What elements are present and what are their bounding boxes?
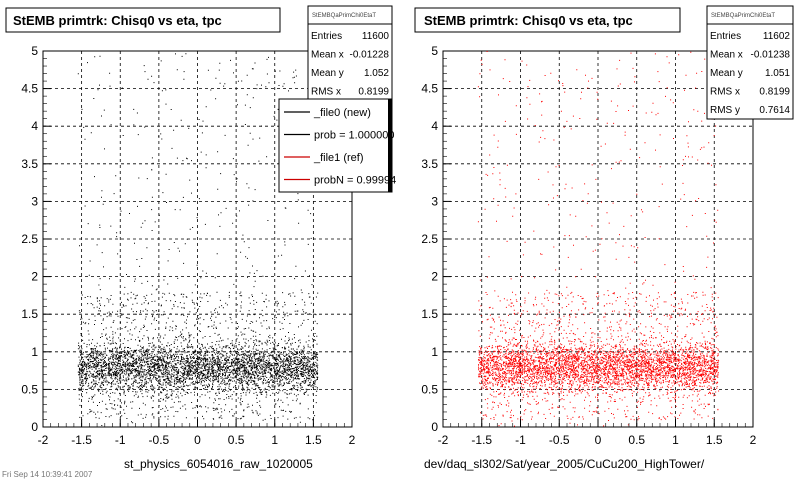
stats-label: Entries [311, 31, 342, 42]
stats-label: RMS y [710, 105, 740, 116]
stats-value: -0.01228 [350, 50, 390, 61]
left-axis-ticks: -2 -1.5 -1 -0.5 0 0.5 1 1.5 2 0 0.5 1 1.5 2 2.5 3 3.5 4 4.… [21, 44, 355, 447]
y-tick-label: 1.5 [21, 307, 38, 321]
x-tick-label: 1.5 [706, 433, 723, 447]
right-stats-box: StEMBQaPrimChi0EtaT Entries 11602 Mean x -0… [706, 5, 794, 120]
x-tick-label: -1.5 [71, 433, 92, 447]
x-tick-label: 0.5 [628, 433, 645, 447]
y-tick-label: 1 [431, 345, 438, 359]
left-title-box [5, 7, 281, 33]
stats-value: 1.051 [765, 68, 790, 79]
x-tick-label: 1 [271, 433, 278, 447]
y-tick-label: 4 [31, 119, 38, 133]
stats-value: 0.7614 [759, 105, 790, 116]
x-tick-label: -0.5 [149, 433, 170, 447]
y-tick-label: 2 [431, 270, 438, 284]
footer-timestamp: Fri Sep 14 10:39:41 2007 [2, 470, 93, 479]
stats-value: 0.8199 [759, 87, 790, 98]
y-tick-label: 2.5 [421, 232, 438, 246]
x-tick-label: 0.5 [228, 433, 245, 447]
stats-label: RMS x [311, 87, 341, 98]
y-tick-label: 3 [31, 194, 38, 208]
x-tick-label: -2 [38, 433, 49, 447]
y-tick-label: 3.5 [421, 157, 438, 171]
x-tick-label: -1 [115, 433, 126, 447]
stats-label: Mean x [710, 50, 743, 61]
stats-value: -0.01238 [751, 50, 791, 61]
left-stats-header: StEMBQaPrimChi0EtaT [312, 13, 376, 19]
scatter-series [77, 53, 319, 427]
left-x-axis-label: st_physics_6054016_raw_1020005 [124, 457, 313, 471]
y-tick-label: 1 [31, 345, 38, 359]
legend-shadow [388, 99, 392, 192]
legend-label: probN = 0.99994 [314, 175, 396, 187]
right-panel: StEMB primtrk: Chisq0 vs eta, tpc -2 -1.5… [414, 5, 794, 471]
y-tick-label: 0.5 [21, 382, 38, 396]
right-axis-ticks: -2 -1.5 -1 -0.5 0 0.5 1 1.5 2 0 0.5 1 1.5 2 2.5 3 3.5 4 4.… [421, 44, 756, 447]
x-tick-label: 0 [194, 433, 201, 447]
stats-label: Mean y [311, 68, 344, 79]
x-tick-label: -2 [438, 433, 449, 447]
y-tick-label: 3 [431, 194, 438, 208]
legend-label: prob = 1.000000 [314, 130, 394, 142]
y-tick-label: 2.5 [21, 232, 38, 246]
x-tick-label: -0.5 [549, 433, 570, 447]
stats-label: Mean y [710, 68, 743, 79]
left-stats-box: StEMBQaPrimChi0EtaT Entries 11600 Mean x -0… [307, 5, 393, 105]
right-title: StEMB primtrk: Chisq0 vs eta, tpc [424, 13, 633, 28]
x-tick-label: 0 [595, 433, 602, 447]
stats-value: 1.052 [364, 68, 389, 79]
x-tick-label: 1 [672, 433, 679, 447]
stats-value: 11600 [362, 31, 390, 42]
y-tick-label: 4.5 [421, 82, 438, 96]
right-title-box [414, 7, 681, 33]
stats-value: 11602 [763, 31, 791, 42]
right-stats-header: StEMBQaPrimChi0EtaT [711, 13, 775, 19]
y-tick-label: 5 [431, 44, 438, 58]
stats-label: Mean x [311, 50, 344, 61]
right-x-axis-label: dev/daq_sl302/Sat/year_2005/CuCu200_High… [424, 457, 705, 471]
y-tick-label: 0.5 [421, 382, 438, 396]
legend-label: _file1 (ref) [313, 152, 364, 164]
x-tick-label: 2 [349, 433, 356, 447]
y-tick-label: 0 [31, 420, 38, 434]
stats-label: Entries [710, 31, 741, 42]
y-tick-label: 5 [31, 44, 38, 58]
left-title: StEMB primtrk: Chisq0 vs eta, tpc [13, 13, 222, 28]
stats-label: RMS x [710, 87, 740, 98]
y-tick-label: 2 [31, 270, 38, 284]
x-tick-label: -1 [515, 433, 526, 447]
y-tick-label: 1.5 [421, 307, 438, 321]
x-tick-label: 2 [750, 433, 757, 447]
y-tick-label: 4.5 [21, 82, 38, 96]
legend: _file0 (new) prob = 1.000000 _file1 (ref) p… [278, 98, 396, 193]
left-scatter-points [77, 53, 319, 427]
x-tick-label: 1.5 [305, 433, 322, 447]
y-tick-label: 4 [431, 119, 438, 133]
left-panel: StEMB primtrk: Chisq0 vs eta, tpc -2 -1.5… [5, 5, 396, 471]
y-tick-label: 3.5 [21, 157, 38, 171]
x-tick-label: -1.5 [471, 433, 492, 447]
stats-value: 0.8199 [358, 87, 389, 98]
legend-label: _file0 (new) [313, 107, 371, 119]
y-tick-label: 0 [431, 420, 438, 434]
